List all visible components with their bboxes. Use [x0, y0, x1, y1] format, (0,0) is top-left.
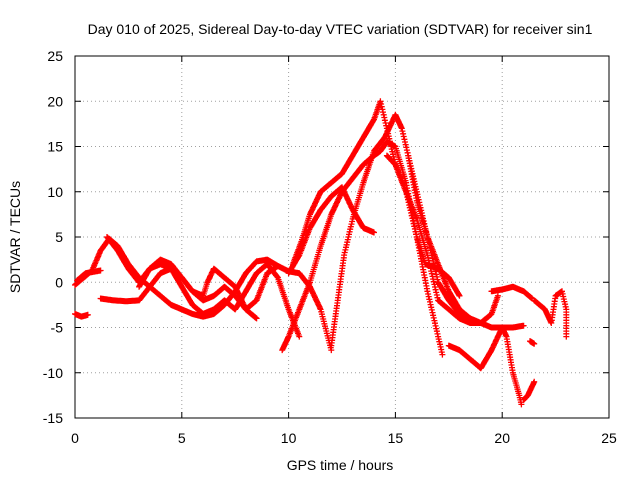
series-track-a [72, 235, 335, 354]
data-markers [72, 310, 91, 320]
x-tick-label: 20 [494, 430, 510, 446]
data-markers [531, 288, 570, 340]
y-tick-label: 0 [55, 274, 63, 290]
data-markers [527, 338, 538, 347]
x-tick-label: 15 [388, 430, 404, 446]
data-markers [445, 324, 525, 408]
data-markers [285, 184, 377, 277]
data-markers [488, 283, 536, 302]
data-markers [328, 111, 474, 349]
data-markers [520, 378, 538, 403]
series-track-n [488, 283, 536, 302]
series-track-b [72, 310, 91, 320]
y-tick-label: 15 [47, 139, 63, 155]
y-tick-label: -5 [51, 320, 64, 336]
y-tick-label: 10 [47, 184, 63, 200]
x-tick-label: 10 [281, 430, 297, 446]
x-tick-label: 0 [71, 430, 79, 446]
y-tick-label: -10 [43, 365, 63, 381]
data-markers [74, 267, 104, 284]
series-track-q [531, 288, 570, 340]
y-tick-label: 5 [55, 229, 63, 245]
series-track-p [520, 378, 538, 403]
chart-title: Day 010 of 2025, Sidereal Day-to-day VTE… [88, 21, 593, 37]
x-tick-label: 25 [601, 430, 617, 446]
series-track-e [104, 234, 303, 340]
series-track-j [328, 111, 474, 349]
data-markers [104, 234, 303, 340]
data-markers [72, 235, 335, 354]
series-track-h [285, 184, 377, 277]
y-tick-label: 25 [47, 48, 63, 64]
data-points [72, 98, 570, 408]
series-track-c [74, 267, 104, 284]
x-axis-label: GPS time / hours [287, 457, 394, 473]
series-track-f [136, 256, 281, 313]
grid [75, 56, 609, 418]
y-axis-label: SDTVAR / TECUs [7, 181, 23, 293]
y-tick-label: 20 [47, 93, 63, 109]
axis-ticks: 0 5 10 15 20 25 -15 -10 -5 0 5 10 15 20 25 [43, 48, 617, 446]
series-track-o [527, 338, 538, 347]
x-tick-label: 5 [178, 430, 186, 446]
data-markers [136, 256, 281, 313]
series-track-l [405, 152, 527, 331]
series-track-m [445, 324, 525, 408]
y-tick-label: -15 [43, 410, 63, 426]
data-markers [405, 152, 527, 331]
